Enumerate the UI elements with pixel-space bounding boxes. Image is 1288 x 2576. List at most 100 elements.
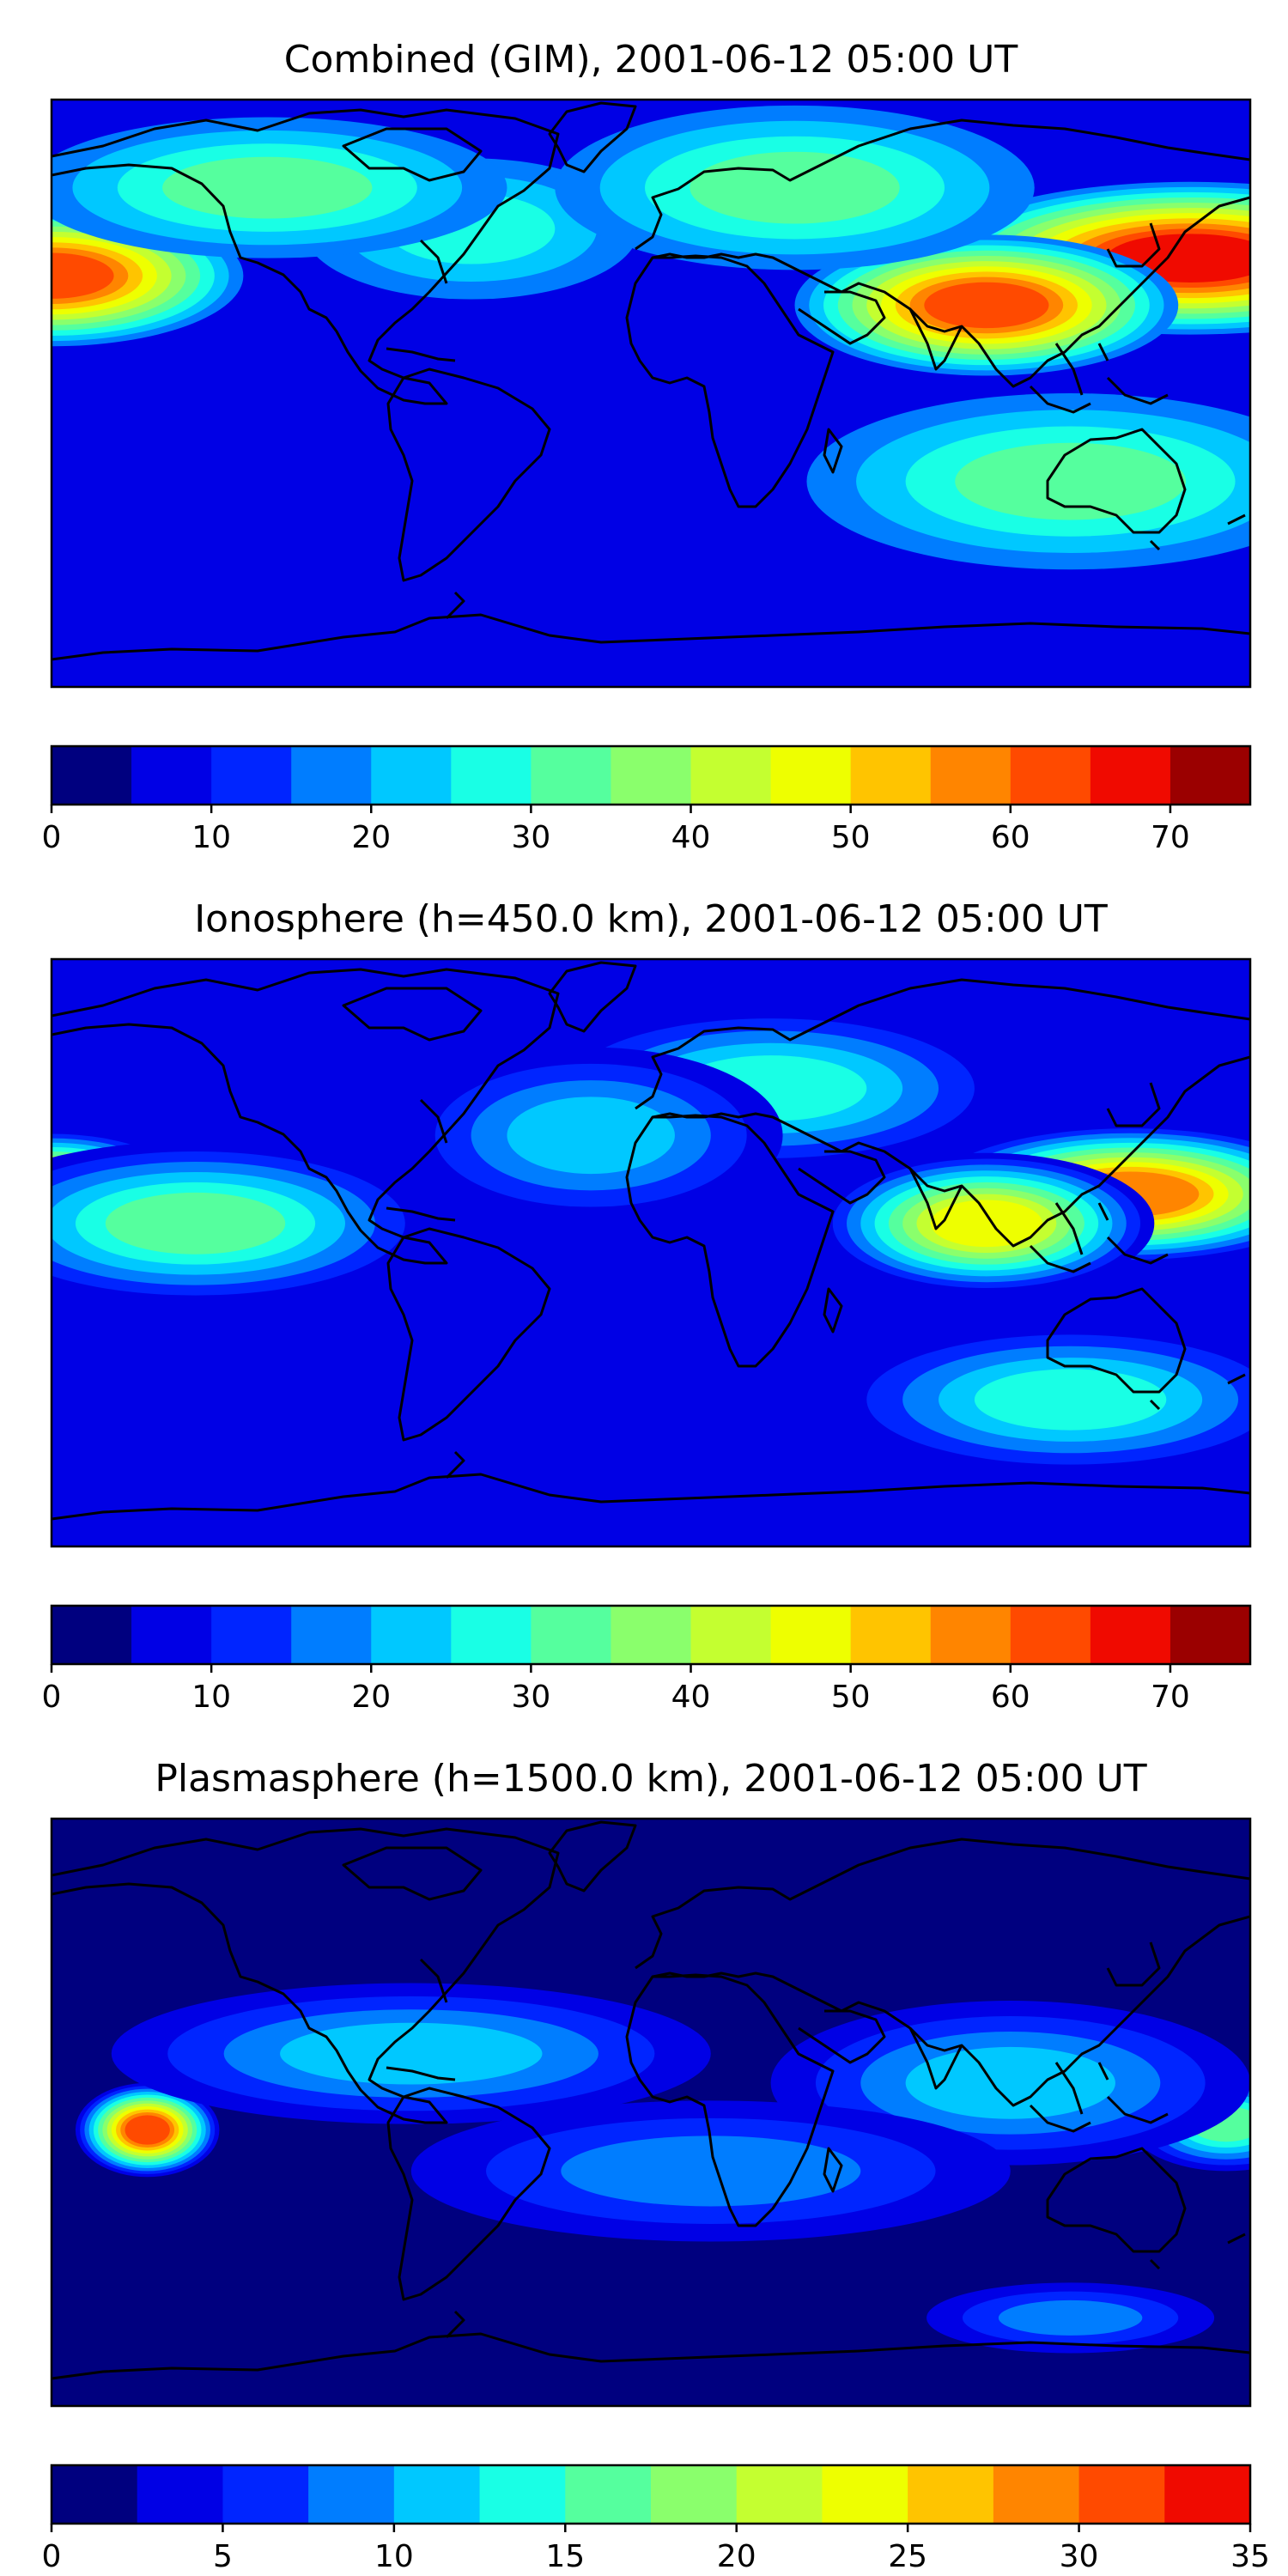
colorbar-tick-label: 40 bbox=[671, 820, 711, 855]
colorbar-swatch bbox=[770, 1606, 852, 1664]
colorbar-swatch bbox=[451, 746, 532, 805]
colorbar-tick-label: 70 bbox=[1151, 820, 1190, 855]
contour-field bbox=[52, 1819, 1250, 2406]
colorbar-swatch bbox=[131, 746, 212, 805]
contour-level bbox=[930, 1200, 1043, 1248]
colorbar-swatch bbox=[611, 746, 692, 805]
colorbar-swatch bbox=[451, 1606, 532, 1664]
contour-level bbox=[105, 1192, 286, 1255]
colorbar-swatch bbox=[651, 2465, 738, 2524]
colorbar-tick-label: 0 bbox=[42, 820, 62, 855]
contour-level bbox=[52, 252, 114, 299]
colorbar-swatch bbox=[1010, 1606, 1091, 1664]
colorbar-swatch bbox=[1170, 746, 1251, 805]
colorbar-tick-label: 10 bbox=[374, 2539, 414, 2574]
colorbar-tick-label: 60 bbox=[991, 820, 1030, 855]
colorbar-swatch bbox=[211, 746, 292, 805]
colorbar-swatch bbox=[611, 1606, 692, 1664]
colorbar-swatch bbox=[52, 1606, 132, 1664]
colorbar-tick-label: 10 bbox=[191, 1680, 231, 1715]
contour-level bbox=[924, 282, 1049, 329]
colorbar-swatch bbox=[1078, 2465, 1165, 2524]
colorbar-swatch bbox=[479, 2465, 566, 2524]
tec-map bbox=[52, 100, 1250, 687]
colorbar: 0 10 20 30 40 50 60 70 bbox=[42, 744, 1252, 855]
colorbar-swatch bbox=[930, 1606, 1012, 1664]
colorbar-tick-label: 20 bbox=[717, 2539, 756, 2574]
contour-level bbox=[690, 151, 900, 224]
map-frame bbox=[50, 98, 1252, 689]
colorbar-tick-label: 5 bbox=[213, 2539, 233, 2574]
contour-level bbox=[974, 1369, 1167, 1431]
colorbar-tick-label: 0 bbox=[42, 1680, 62, 1715]
map-frame bbox=[50, 1817, 1252, 2408]
colorbar-swatch bbox=[1164, 2465, 1251, 2524]
colorbar-frame bbox=[50, 1604, 1252, 1666]
panel-ionosphere: Ionosphere (h=450.0 km), 2001-06-12 05:0… bbox=[42, 897, 1252, 1715]
colorbar-swatch bbox=[131, 1606, 212, 1664]
colorbar-swatch bbox=[908, 2465, 994, 2524]
contour-level bbox=[998, 2300, 1143, 2336]
colorbar-swatch bbox=[850, 1606, 932, 1664]
colorbar-swatch bbox=[930, 746, 1012, 805]
colorbar-swatch bbox=[690, 1606, 772, 1664]
colorbar-tick-label: 50 bbox=[831, 1680, 871, 1715]
colorbar-swatch bbox=[993, 2465, 1080, 2524]
coastlines bbox=[52, 1820, 1250, 2380]
colorbar-swatch bbox=[850, 746, 932, 805]
colorbar-swatch bbox=[531, 1606, 611, 1664]
colorbar-swatch bbox=[1170, 1606, 1251, 1664]
colorbar-tick-label: 35 bbox=[1230, 2539, 1270, 2574]
colorbar-swatch bbox=[1010, 746, 1091, 805]
colorbar-tick-label: 70 bbox=[1151, 1680, 1190, 1715]
colorbar-tick-label: 25 bbox=[888, 2539, 927, 2574]
colorbar-swatch bbox=[222, 2465, 309, 2524]
coastlines bbox=[52, 961, 1250, 1521]
colorbar-swatch bbox=[137, 2465, 223, 2524]
colorbar-tick-label: 0 bbox=[42, 2539, 62, 2574]
contour-level bbox=[955, 442, 1186, 520]
colorbar-swatch bbox=[211, 1606, 292, 1664]
colorbar-frame bbox=[50, 2464, 1252, 2525]
colorbar-swatch bbox=[52, 746, 132, 805]
tec-map bbox=[52, 959, 1250, 1546]
colorbar-swatch bbox=[822, 2465, 908, 2524]
colorbar-swatch bbox=[52, 2465, 138, 2524]
colorbar-swatch bbox=[690, 746, 772, 805]
colorbar-swatch bbox=[1090, 1606, 1171, 1664]
map-title: Ionosphere (h=450.0 km), 2001-06-12 05:0… bbox=[194, 897, 1108, 941]
colorbar-swatch bbox=[393, 2465, 481, 2524]
colorbar-tick-label: 60 bbox=[991, 1680, 1030, 1715]
colorbar-tick-label: 40 bbox=[671, 1680, 711, 1715]
colorbar-tick-label: 30 bbox=[511, 820, 550, 855]
coastlines bbox=[52, 101, 1250, 661]
colorbar-frame bbox=[50, 744, 1252, 806]
colorbar-swatch bbox=[736, 2465, 823, 2524]
colorbar-tick-label: 30 bbox=[1060, 2539, 1099, 2574]
tec-map bbox=[52, 1819, 1250, 2406]
colorbar-swatch bbox=[531, 746, 611, 805]
panel-plasmasphere: Plasmasphere (h=1500.0 km), 2001-06-12 0… bbox=[42, 1757, 1270, 2574]
contour-field bbox=[52, 100, 1250, 687]
colorbar-tick-label: 50 bbox=[831, 820, 871, 855]
contour-level bbox=[507, 1097, 675, 1175]
map-title: Plasmasphere (h=1500.0 km), 2001-06-12 0… bbox=[155, 1757, 1146, 1801]
contour-level bbox=[905, 2046, 1115, 2119]
colorbar: 0 5 10 15 20 25 30 35 bbox=[42, 2464, 1270, 2574]
colorbar-swatch bbox=[308, 2465, 395, 2524]
colorbar-swatch bbox=[291, 1606, 372, 1664]
colorbar-tick-label: 30 bbox=[511, 1680, 550, 1715]
contour-field bbox=[52, 959, 1250, 1546]
contour-level bbox=[125, 2115, 170, 2145]
colorbar-tick-label: 20 bbox=[351, 1680, 391, 1715]
map-title: Combined (GIM), 2001-06-12 05:00 UT bbox=[284, 38, 1018, 82]
panel-combined: Combined (GIM), 2001-06-12 05:00 UT bbox=[42, 38, 1252, 855]
colorbar-swatch bbox=[371, 1606, 452, 1664]
colorbar-swatch bbox=[291, 746, 372, 805]
map-frame bbox=[50, 957, 1252, 1548]
colorbar-tick-label: 20 bbox=[351, 820, 391, 855]
colorbar-swatch bbox=[1090, 746, 1171, 805]
colorbar: 0 10 20 30 40 50 60 70 bbox=[42, 1604, 1252, 1715]
colorbar-tick-label: 15 bbox=[545, 2539, 585, 2574]
